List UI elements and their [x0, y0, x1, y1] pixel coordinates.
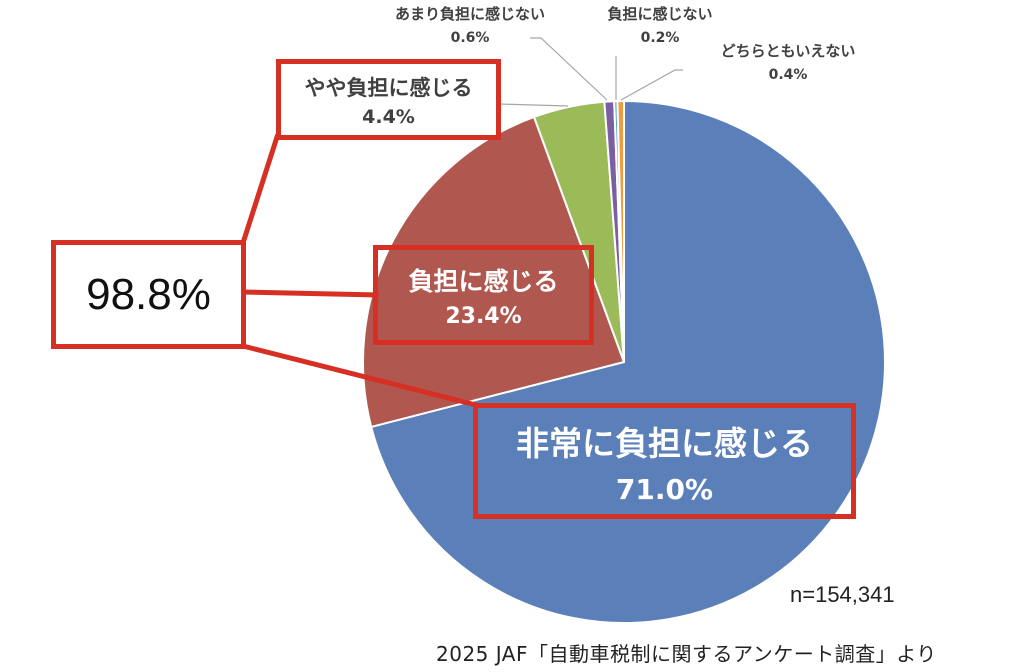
label-no-burden: 負担に感じない 0.2%: [585, 5, 735, 47]
label-no-burden-pct: 0.2%: [640, 29, 680, 46]
label-neither-pct: 0.4%: [768, 66, 808, 83]
label-somewhat-burden-name: やや負担に感じる: [304, 75, 473, 100]
total-percentage-box: 98.8%: [51, 240, 246, 349]
leader-line-somewhat: [498, 103, 569, 107]
label-neither-name: どちらともいえない: [720, 42, 856, 60]
leader-line-neither: [620, 69, 683, 101]
leader-lines: [498, 37, 683, 107]
label-no-burden-name: 負担に感じない: [607, 5, 713, 23]
label-not-much-burden-name: あまり負担に感じない: [394, 5, 545, 23]
label-very-burden-box: 非常に負担に感じる 71.0%: [473, 403, 856, 519]
label-not-much-burden: あまり負担に感じない 0.6%: [370, 5, 570, 47]
connector-total-to-burden: [240, 289, 379, 298]
leader-line-not-much: [530, 37, 608, 101]
pie-slice-0: [369, 99, 886, 624]
label-burden-box: 負担に感じる 23.4%: [373, 245, 594, 345]
label-somewhat-burden-pct: 4.4%: [362, 105, 415, 128]
label-somewhat-burden-box: やや負担に感じる 4.4%: [276, 59, 501, 140]
pie-slices: [362, 99, 886, 624]
pie-slice-5: [616, 99, 625, 363]
connector-total-to-somewhat: [239, 133, 281, 247]
source-caption: 2025 JAF「自動車税制に関するアンケート調査」より: [436, 642, 937, 666]
label-very-burden-pct: 71.0%: [615, 472, 714, 506]
label-burden-name: 負担に感じる: [408, 266, 559, 296]
connector-total-to-very: [239, 342, 480, 409]
label-not-much-burden-pct: 0.6%: [450, 29, 490, 46]
label-neither: どちらともいえない 0.4%: [698, 42, 878, 84]
label-burden-pct: 23.4%: [445, 303, 522, 329]
label-very-burden-name: 非常に負担に感じる: [516, 423, 813, 463]
highlight-connectors: [239, 133, 480, 409]
sample-size: n=154,341: [790, 582, 895, 607]
total-percentage: 98.8%: [86, 269, 211, 319]
